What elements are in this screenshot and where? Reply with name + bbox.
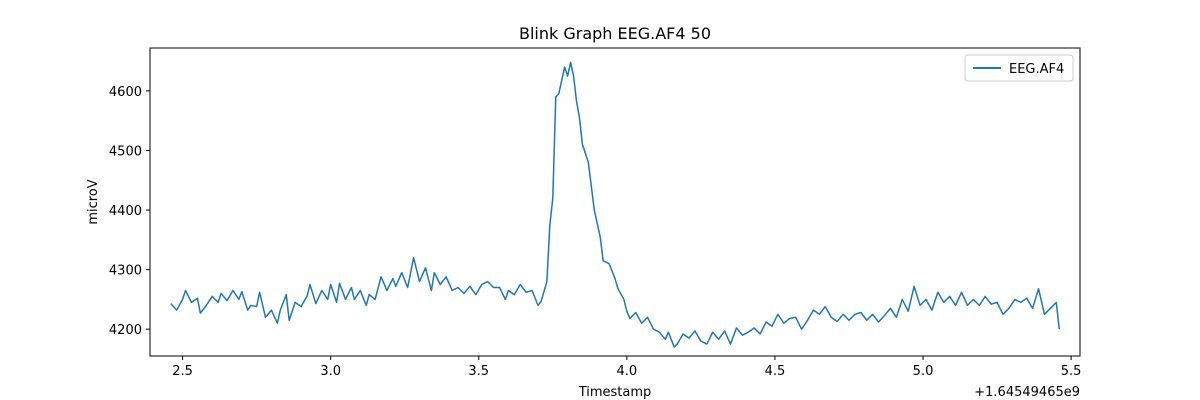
y-tick-label: 4300 xyxy=(109,264,142,279)
legend: EEG.AF4 xyxy=(964,54,1074,82)
x-tick-label: 5.0 xyxy=(913,364,934,379)
x-tick-label: 4.0 xyxy=(617,364,638,379)
x-axis-label: Timestamp xyxy=(578,385,652,400)
y-tick-label: 4500 xyxy=(109,144,142,159)
series-line-eeg-af4 xyxy=(170,61,1061,348)
x-tick-label: 2.5 xyxy=(172,364,193,379)
y-tick-label: 4600 xyxy=(109,85,142,100)
y-axis: 4200 4300 4400 4500 4600 xyxy=(109,85,150,338)
x-tick-label: 3.0 xyxy=(320,364,341,379)
chart-title: Blink Graph EEG.AF4 50 xyxy=(519,24,711,43)
x-tick-label: 4.5 xyxy=(765,364,786,379)
x-axis: 2.5 3.0 3.5 4.0 4.5 5.0 5.5 xyxy=(172,356,1081,379)
plot-area xyxy=(170,61,1061,348)
plot-frame xyxy=(149,47,1081,357)
x-tick-label: 5.5 xyxy=(1061,364,1082,379)
x-axis-offset-text: +1.64549465e9 xyxy=(974,385,1080,400)
y-axis-label: microV xyxy=(86,179,101,224)
y-tick-label: 4400 xyxy=(109,204,142,219)
legend-box xyxy=(964,54,1074,82)
y-tick-label: 4200 xyxy=(109,323,142,338)
legend-label-eeg-af4: EEG.AF4 xyxy=(1009,62,1064,77)
x-tick-label: 3.5 xyxy=(468,364,489,379)
